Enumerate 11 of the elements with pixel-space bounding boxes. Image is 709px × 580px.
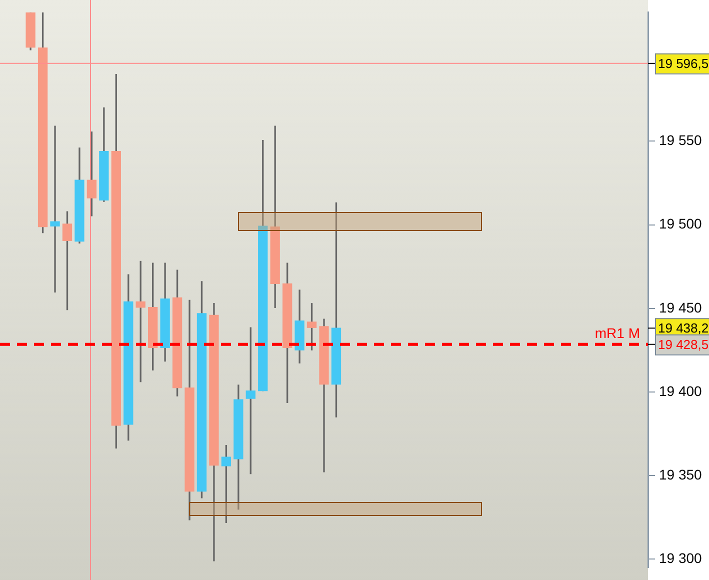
- text: 19 428,5: [658, 336, 709, 352]
- y-tick-label: 19 400: [659, 382, 702, 399]
- candlestick: [50, 126, 60, 293]
- y-tick-label: 19 450: [659, 299, 702, 316]
- ref-line-label: mR1 M: [594, 325, 640, 342]
- y-tick-label: 19 300: [659, 550, 702, 566]
- y-tick-label: 19 550: [659, 132, 702, 148]
- text: 19 438,2: [658, 320, 709, 336]
- ref-line-label: 19 596,5: [658, 56, 709, 71]
- y-tick-label: 19 350: [659, 466, 702, 482]
- y-tick-label: 19 500: [659, 216, 702, 232]
